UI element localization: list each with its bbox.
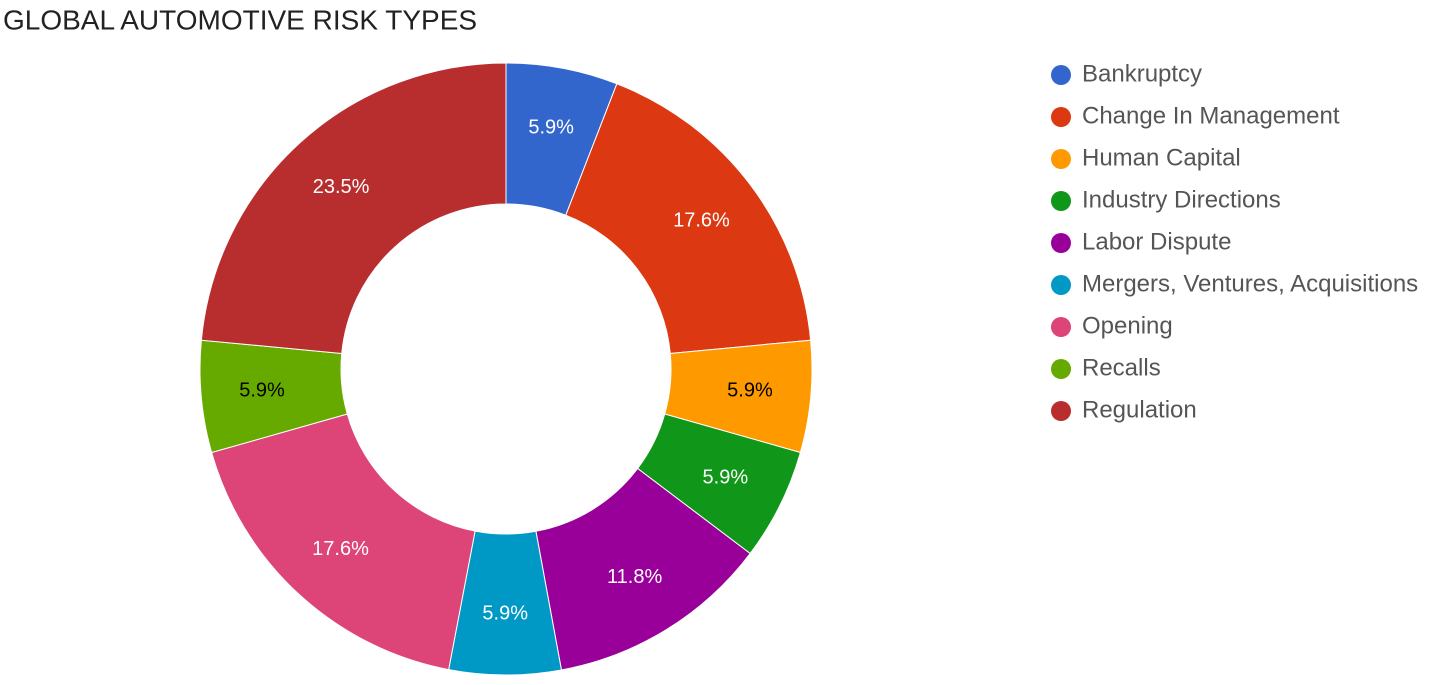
chart-title: GLOBAL AUTOMOTIVE RISK TYPES [3,4,477,35]
data-label: 23.5% [313,176,370,198]
legend-marker [1051,317,1071,337]
slice [211,413,476,671]
legend-label: Labor Dispute [1082,228,1231,255]
legend-label: Bankruptcy [1082,60,1202,87]
legend-marker [1051,107,1071,127]
data-label: 11.8% [607,566,662,588]
slice [565,83,812,355]
legend-label: Industry Directions [1082,186,1281,213]
data-label: 5.9% [727,380,773,402]
legend-marker [1051,275,1071,295]
data-label: 17.6% [312,538,369,560]
legend-marker [1051,149,1071,169]
legend-label: Mergers, Ventures, Acquisitions [1082,270,1418,297]
legend-marker [1051,233,1071,253]
legend-label: Opening [1082,312,1173,339]
legend-marker [1051,65,1071,85]
legend-marker [1051,359,1071,379]
data-label: 5.9% [482,602,528,624]
legend-label: Recalls [1082,354,1161,381]
data-label: 17.6% [673,210,730,232]
legend-label: Human Capital [1082,144,1241,171]
legend-marker [1051,401,1071,421]
legend-label: Regulation [1082,396,1197,423]
legend-marker [1051,191,1071,211]
data-label: 5.9% [239,380,285,402]
slice [200,62,507,355]
legend-label: Change In Management [1082,102,1340,129]
data-label: 5.9% [528,116,574,138]
data-label: 5.9% [703,466,749,488]
